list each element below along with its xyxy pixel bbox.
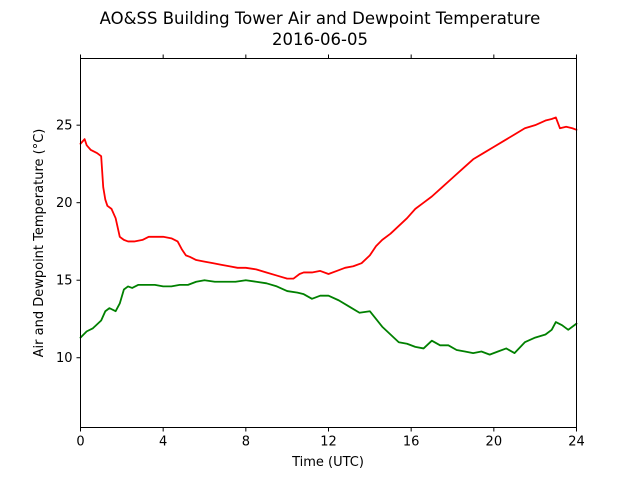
chart-subtitle: 2016-06-05 [272, 30, 368, 49]
y-tick-label: 15 [56, 274, 73, 289]
x-axis-label: Time (UTC) [291, 455, 364, 470]
x-tick-label: 4 [159, 435, 167, 450]
series-layer [79, 116, 578, 356]
series-line-2 [79, 279, 578, 356]
y-tick-label: 20 [56, 196, 73, 211]
y-axis-label: Air and Dewpoint Temperature (°C) [32, 129, 47, 358]
x-tick-label: 16 [403, 435, 420, 450]
chart-title: AO&SS Building Tower Air and Dewpoint Te… [100, 9, 541, 28]
x-tick-label: 24 [568, 435, 585, 450]
x-tick-label: 8 [242, 435, 250, 450]
x-tick-label: 20 [486, 435, 503, 450]
x-tick-label: 12 [320, 435, 337, 450]
series-line-1 [79, 116, 578, 280]
plot-area-frame [80, 58, 577, 428]
x-tick-label: 0 [76, 435, 84, 450]
ticks-layer: 0 4 8 12 16 20 24 10 15 20 25 [56, 54, 585, 450]
y-tick-label: 25 [56, 119, 73, 134]
y-tick-label: 10 [56, 351, 73, 366]
